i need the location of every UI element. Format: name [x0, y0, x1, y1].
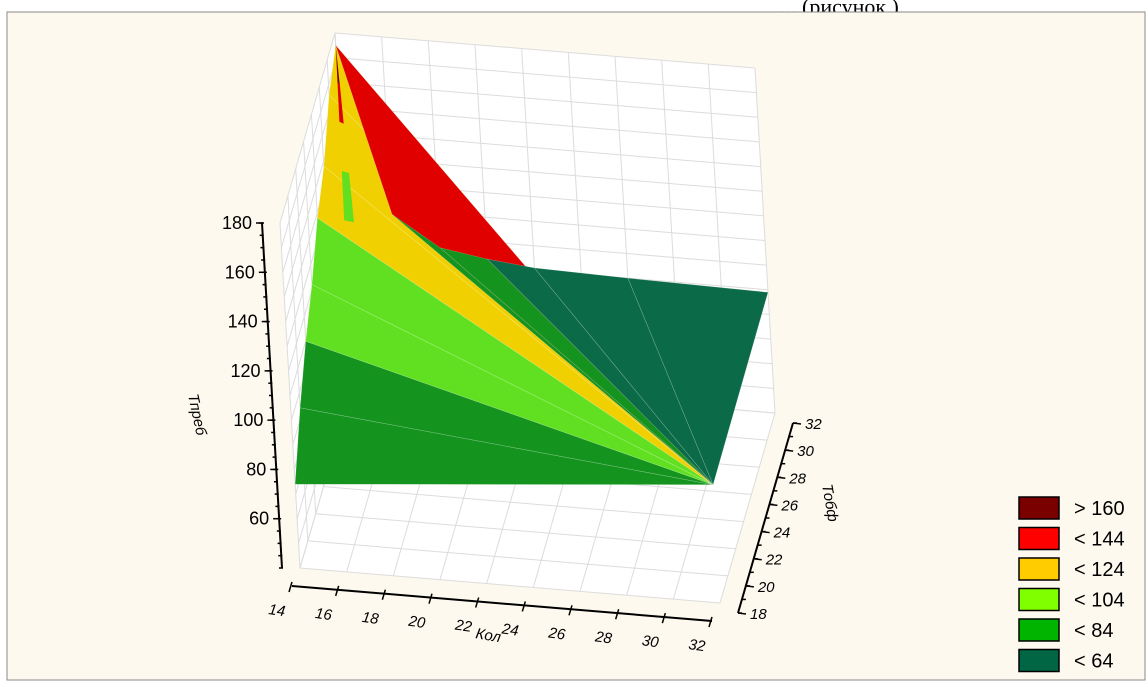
x-axis-line: [291, 585, 713, 622]
surface-facet: [294, 407, 714, 486]
x-tick-label: 16: [314, 605, 334, 624]
x-tick: [288, 581, 293, 593]
surface-facet: [391, 214, 714, 485]
x-tick: [521, 601, 527, 612]
z-tick-label: 180: [222, 213, 252, 233]
x-tick-label: 20: [406, 613, 427, 632]
x-tick: [568, 605, 573, 616]
z-tick-label: 100: [233, 410, 263, 430]
z-tick-label: 140: [228, 312, 258, 332]
z-tick-label: 60: [249, 509, 269, 529]
x-tick-label: 14: [267, 601, 286, 620]
y-tick-label: 20: [757, 579, 775, 596]
x-tick-label: 28: [593, 628, 614, 647]
x-tick-label: 26: [546, 624, 567, 643]
y-tick-label: 28: [788, 470, 806, 487]
z-tick-label: 80: [246, 459, 266, 479]
x-tick-label: 30: [641, 632, 661, 651]
legend-swatch: [1018, 587, 1060, 612]
x-tick: [614, 609, 620, 620]
x-tick-label: 22: [453, 617, 474, 636]
legend-label: < 144: [1074, 529, 1125, 551]
legend-label: < 84: [1074, 620, 1113, 642]
legend: > 160 < 144 < 124 < 104 < 84 < 64: [1018, 496, 1125, 673]
y-tick-label: 18: [750, 606, 767, 623]
y-tick-label: 24: [773, 525, 791, 542]
floor-gridline: [719, 412, 776, 604]
legend-label: < 104: [1074, 590, 1125, 612]
surface-layer: [294, 44, 769, 486]
y-tick-label: 26: [780, 497, 798, 514]
x-tick: [708, 616, 713, 628]
axes-layer: 60 80 100 120 140 160 180 14 16 18 20 22 24 26 28 30 32 1…: [222, 213, 822, 655]
surface-facet: [533, 267, 714, 485]
x-tick: [381, 589, 387, 600]
x-tick-label: 24: [500, 620, 520, 639]
y-tick-label: 22: [765, 552, 783, 569]
backwall-gridline: [334, 32, 756, 69]
x-tick-label: 32: [687, 636, 707, 655]
legend-swatch: [1018, 496, 1060, 520]
legend-label: > 160: [1074, 498, 1125, 520]
surface-peak-band: [335, 45, 340, 85]
y-tick-label: 32: [805, 416, 822, 433]
legend-label: < 64: [1074, 651, 1113, 673]
x-tick: [334, 585, 340, 597]
x-tick: [474, 597, 480, 608]
x-tick: [428, 593, 433, 604]
surface-peak-band: [337, 82, 344, 124]
backwall-gridline: [337, 81, 758, 118]
z-tick-label: 120: [231, 361, 261, 381]
surface-facet: [627, 277, 769, 486]
surface-peak-band: [339, 121, 349, 173]
floor-gridline: [315, 513, 736, 550]
legend-swatch: [1018, 618, 1060, 642]
y-axis-title: Тобф: [818, 483, 841, 524]
z-tick-label: 160: [225, 262, 255, 282]
leftwall-gridline: [280, 57, 337, 248]
y-tick-label: 30: [797, 443, 814, 460]
x-tick-label: 18: [361, 609, 381, 628]
x-axis-title: Кол: [474, 625, 502, 646]
surface-facet: [317, 165, 714, 485]
x-tick: [661, 612, 667, 624]
leftwall-gridline: [279, 32, 336, 224]
floor-gridline: [299, 567, 721, 604]
legend-swatch: [1018, 557, 1060, 581]
backwall-gridline: [336, 57, 757, 94]
backwall-gridline: [339, 106, 760, 143]
legend-swatch: [1018, 648, 1060, 673]
floor-gridline: [307, 540, 728, 577]
floor-gridline: [323, 486, 744, 523]
legend-label: < 124: [1074, 559, 1125, 581]
legend-swatch: [1018, 526, 1060, 551]
surface-peak-band: [341, 171, 354, 223]
